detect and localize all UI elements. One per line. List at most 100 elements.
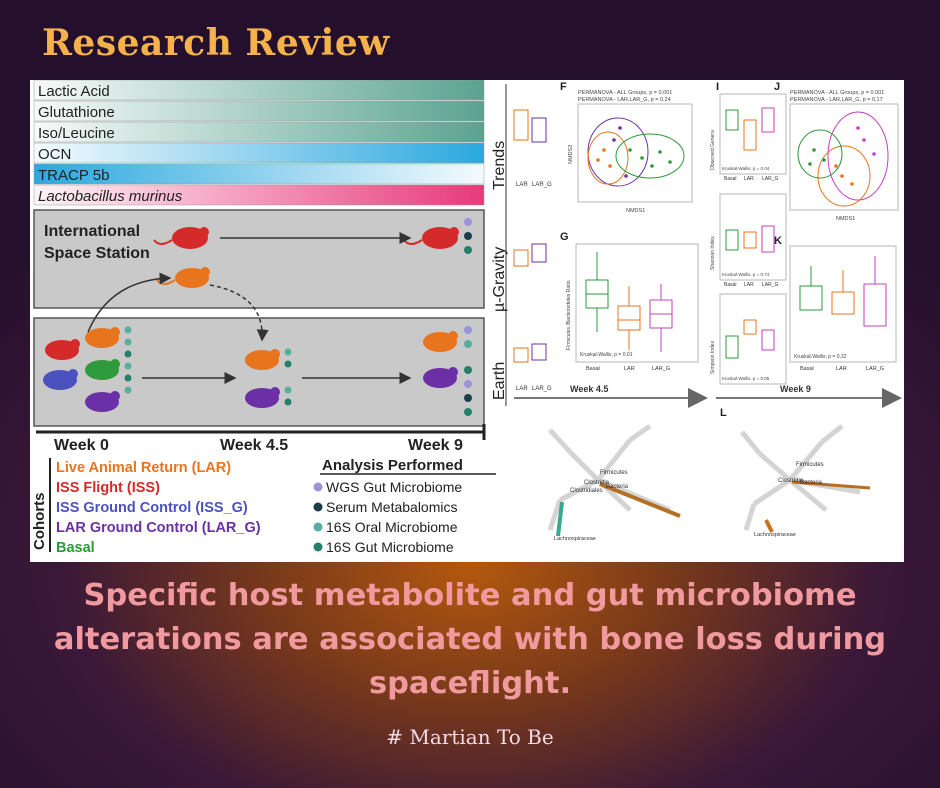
timeline-week-0: Week 0: [54, 437, 109, 454]
trend-label-lactic-acid: Lactic Acid: [38, 83, 110, 100]
panel-letter: I: [716, 81, 719, 93]
trend-bar-lactobacillus: [33, 184, 485, 206]
panel-j-stat: PERMANOVA - ALL Groups, p = 0.001: [790, 90, 884, 96]
mouse-icon-orange-w45: [245, 349, 280, 370]
trend-bar-tracp: [33, 163, 485, 185]
timeline: Week 0 Week 4.5 Week 9: [36, 424, 486, 454]
panel-letter: F: [560, 81, 567, 93]
trend-label-ocn: OCN: [38, 146, 71, 163]
iss-panel: [33, 209, 485, 309]
cladograms: L Firmicutes Clostridia Clostridiales Ba…: [547, 407, 871, 542]
hashtag: # Martian To Be: [386, 725, 554, 749]
tree-label: Bacteria: [606, 484, 629, 490]
panel-letter: L: [720, 407, 727, 419]
group-label: Basal: [724, 282, 737, 288]
axis-label: Observed Genera: [710, 130, 716, 170]
week-9-label: Week 9: [780, 384, 811, 394]
tree-label: Clostridiales: [570, 488, 603, 494]
cohort-iss-g: ISS Ground Control (ISS_G): [56, 500, 248, 516]
tree-label: Clostridia: [778, 478, 804, 484]
section-labels: Trends µ-Gravity Earth: [491, 84, 508, 406]
cohort-basal: Basal: [56, 540, 95, 556]
panel-j: J PERMANOVA - ALL Groups, p = 0.001 PERM…: [774, 81, 899, 222]
tree-label: Firmicutes: [600, 470, 628, 476]
group-label: LAR: [836, 366, 847, 372]
group-label: LAR_G: [866, 366, 884, 372]
trend-label-tracp: TRACP 5b: [38, 167, 109, 184]
tree-label: Lachnospiraceae: [754, 532, 796, 538]
mouse-icon-green-w0: [85, 359, 120, 380]
group-label: LAR_G: [762, 282, 779, 288]
kw-test: Kruskal-Wallis, p = 0.05: [722, 376, 770, 381]
label-trends: Trends: [491, 141, 508, 190]
iss-label-line2: Space Station: [44, 245, 150, 262]
cohort-lar-g: LAR Ground Control (LAR_G): [56, 520, 261, 536]
page-title: Research Review: [42, 22, 390, 64]
research-figure: Lactic Acid Glutathione Iso/Leucine OCN …: [30, 80, 904, 562]
axis-label: NMDS1: [836, 216, 855, 222]
tree-label: Bacteria: [800, 480, 823, 486]
tree-label: Clostridia: [584, 480, 610, 486]
timeline-week-9: Week 9: [408, 437, 463, 454]
week-45-label: Week 4.5: [570, 384, 608, 394]
label-earth: Earth: [491, 362, 508, 400]
cohorts-title: Cohorts: [31, 493, 48, 551]
trend-bar-glutathione: [33, 100, 485, 122]
axis-label: NMDS1: [626, 208, 645, 214]
trend-label-glutathione: Glutathione: [38, 104, 115, 121]
group-label: LAR: [744, 282, 754, 288]
axis-label: Simpson Index: [710, 340, 716, 374]
analysis-dots: [124, 218, 472, 416]
trend-bar-ocn: [33, 142, 485, 164]
group-label: Basal: [800, 366, 814, 372]
group-label: Basal: [586, 366, 600, 372]
panel-k: K Kruskal-Wallis, p = 0.32 Basal LAR LAR…: [774, 235, 897, 372]
trend-bar-isoleucine: [33, 121, 485, 143]
mouse-icons: [43, 227, 459, 412]
mouse-icon-blue-w0: [43, 369, 78, 390]
group-label: LAR: [624, 366, 635, 372]
panel-k-test: Kruskal-Wallis, p = 0.32: [794, 354, 847, 360]
kw-test: Kruskal-Wallis, p = 0.74: [722, 272, 770, 277]
panel-f-stat: PERMANOVA - LAR,LAR_G, p = 0.24: [578, 97, 671, 103]
mouse-icon-orange-w9: [423, 331, 458, 352]
panel-g: G Firmicutes /Bacteroidetes Ratio Kruska…: [560, 231, 699, 372]
cohort-lar: Live Animal Return (LAR): [56, 460, 231, 476]
iss-label-line1: International: [44, 223, 140, 240]
group-label: LAR_G: [532, 386, 552, 392]
analysis-legend: Analysis Performed WGS Gut Microbiome Se…: [313, 457, 496, 555]
cohort-iss: ISS Flight (ISS): [56, 480, 160, 496]
cohorts-legend: Cohorts Live Animal Return (LAR) ISS Fli…: [31, 458, 261, 556]
group-label: LAR: [744, 176, 754, 182]
panel-j-stat: PERMANOVA - LAR,LAR_G, p = 0.17: [790, 97, 883, 103]
group-label: LAR: [516, 182, 528, 188]
trend-label-isoleucine: Iso/Leucine: [38, 125, 115, 142]
timeline-week-4-5: Week 4.5: [220, 437, 288, 454]
group-label: Basal: [724, 176, 737, 182]
week-arrows: Week 4.5 Week 9: [514, 384, 902, 408]
panel-i: I Observed Genera Kruskal-Wallis, p = 0.…: [710, 81, 787, 385]
analysis-serum: Serum Metabalomics: [326, 499, 458, 515]
main-caption: Specific host metabolite and gut microbi…: [53, 578, 887, 701]
label-microgravity: µ-Gravity: [491, 247, 508, 312]
mouse-icon-red-w0: [45, 339, 80, 360]
mouse-icon-iss-end: [403, 227, 459, 249]
analysis-wgs: WGS Gut Microbiome: [326, 479, 462, 495]
panel-f: F PERMANOVA - ALL Groups, p = 0.001 PERM…: [560, 81, 693, 214]
group-label: LAR_G: [762, 176, 779, 182]
mouse-icon-orange-w0: [85, 327, 120, 348]
mouse-icon-lar: [156, 267, 210, 288]
mouse-icon-purple-w9: [423, 367, 458, 388]
tree-label: Firmicutes: [796, 462, 824, 468]
mouse-icon-purple-w0: [85, 391, 120, 412]
panel-letter: J: [774, 81, 780, 93]
axis-label: Shannon Index: [710, 236, 716, 270]
group-label: LAR_G: [532, 182, 552, 188]
analysis-gut: 16S Gut Microbiome: [326, 539, 454, 555]
kw-test: Kruskal-Wallis, p = 0.04: [722, 166, 770, 171]
small-boxplots-left: LAR LAR_G LAR LAR_G: [513, 109, 552, 392]
panel-letter: K: [774, 235, 782, 247]
tree-label: Lachnospiraceae: [554, 536, 596, 542]
trend-label-lactobacillus: Lactobacillus murinus: [38, 188, 183, 205]
trend-bars: Lactic Acid Glutathione Iso/Leucine OCN …: [33, 80, 485, 206]
